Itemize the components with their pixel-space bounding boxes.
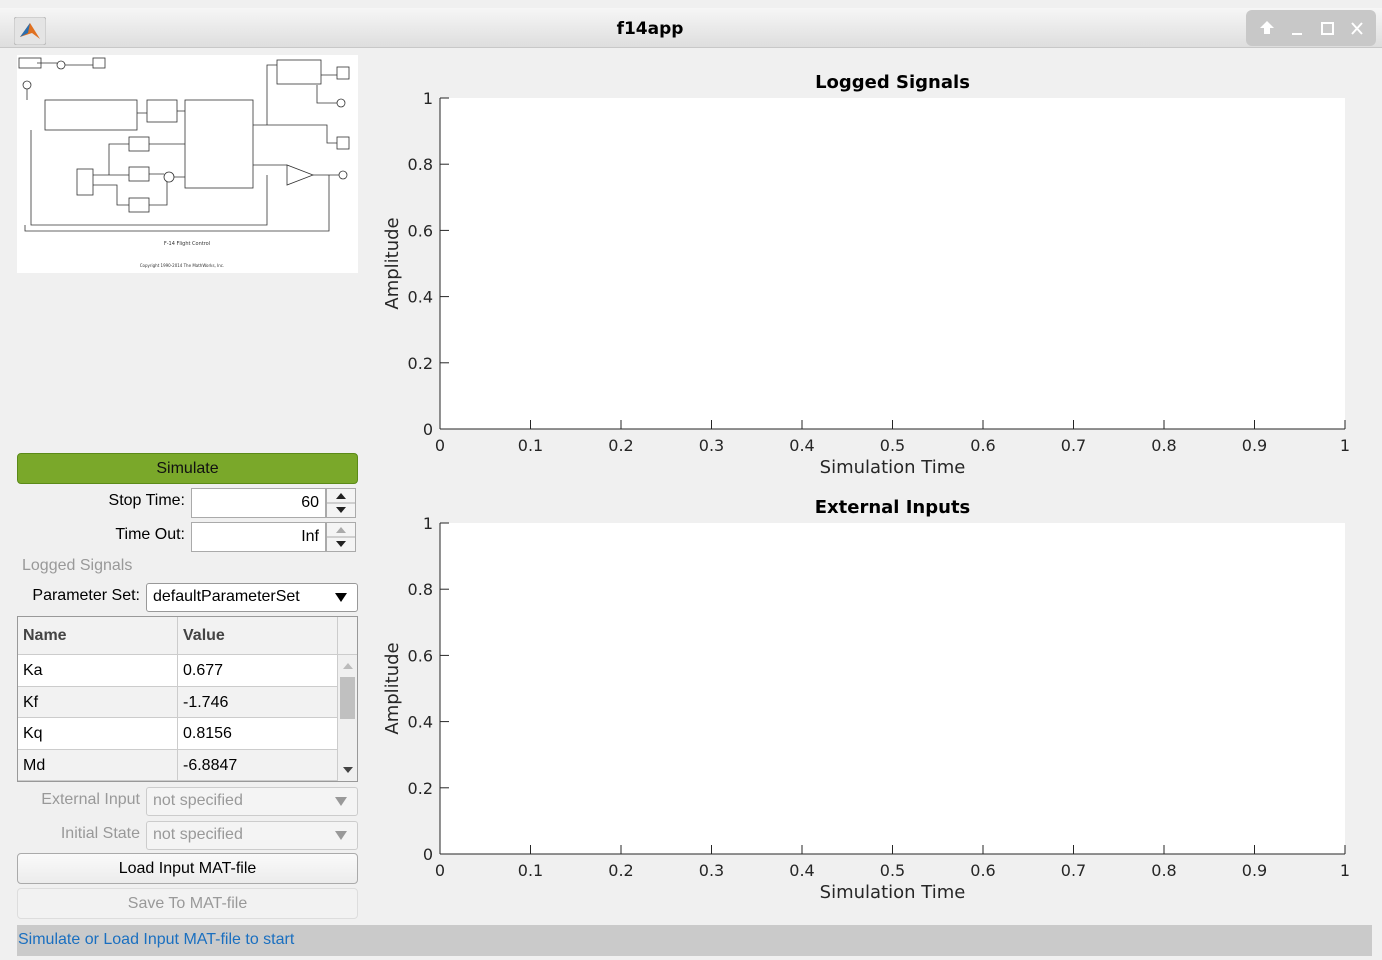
x-tick-label: 0.6 [970,861,995,880]
x-tick-label: 0.5 [880,436,905,455]
x-tick-label: 0.7 [1061,436,1086,455]
parameter-table: Name Value Ka 0.677 Kf -1.746 Kq 0.8156 Md -6.8… [17,616,358,782]
axes-area [440,523,1345,854]
y-tick-label: 0.2 [408,779,433,798]
x-tick-label: 0.2 [608,861,633,880]
table-cell[interactable]: Kq [18,718,178,750]
y-tick-label: 1 [423,89,433,108]
window-buttons[interactable] [1246,10,1376,46]
x-tick-label: 0.7 [1061,861,1086,880]
table-cell[interactable]: -6.8847 [178,749,338,781]
x-tick-label: 0.9 [1242,436,1267,455]
plots: Logged Signals 0 0.1 0.2 0.3 0.4 0.5 0.6 0.7 0.8 0… [382,72,1350,903]
y-tick-label: 0.4 [408,288,433,307]
x-tick-label: 1 [1340,861,1350,880]
title-bar [0,8,1382,48]
initial-state-dropdown: not specified [146,821,358,850]
stop-time-spinner[interactable] [326,488,356,518]
table-cell[interactable]: Ka [18,655,178,687]
parameter-set-dropdown[interactable]: defaultParameterSet [146,583,358,612]
x-tick-label: 0.1 [518,861,543,880]
window-title: f14app [616,19,684,39]
table-cell[interactable]: -1.746 [178,686,338,718]
x-axis-label: Simulation Time [820,457,966,478]
y-tick-label: 0.4 [408,713,433,732]
stop-time-field[interactable]: 60 [191,488,326,518]
x-tick-label: 0.5 [880,861,905,880]
x-tick-label: 0.1 [518,436,543,455]
table-cell[interactable]: Md [18,749,178,781]
logged-signals-label: Logged Signals [22,557,133,574]
x-tick-label: 0 [435,861,445,880]
x-tick-label: 0.3 [699,861,724,880]
app-icon [14,17,46,45]
y-tick-label: 0.8 [408,155,433,174]
stop-time-label: Stop Time: [108,492,185,509]
external-input-label: External Input [41,791,140,808]
time-out-spinner[interactable] [326,522,356,552]
y-axis-label: Amplitude [382,642,403,734]
simulate-button[interactable]: Simulate [17,453,358,484]
x-tick-label: 0.4 [789,861,814,880]
table-cell[interactable]: 0.8156 [178,718,338,750]
load-input-button[interactable]: Load Input MAT-file [17,853,358,884]
y-tick-label: 0 [423,845,433,864]
x-tick-label: 0.2 [608,436,633,455]
y-axis-label: Amplitude [382,217,403,309]
column-header[interactable]: Name [18,617,178,655]
y-tick-label: 1 [423,514,433,533]
plot-title: Logged Signals [815,72,970,93]
scrollbar[interactable] [338,655,358,781]
dropdown-arrow [335,797,347,806]
y-tick-label: 0 [423,420,433,439]
dropdown-arrow [335,831,347,840]
x-tick-label: 0.9 [1242,861,1267,880]
x-tick-label: 0.8 [1151,861,1176,880]
axes-area [440,98,1345,429]
diagram-caption: F-14 Flight Control [164,241,210,247]
x-tick-label: 1 [1340,436,1350,455]
y-tick-label: 0.6 [408,646,433,665]
table-cell[interactable]: Kf [18,686,178,718]
header-corner [338,617,357,655]
plot-title: External Inputs [815,497,971,518]
time-out-field[interactable]: Inf [191,522,326,552]
column-header[interactable]: Value [178,617,338,655]
x-tick-label: 0 [435,436,445,455]
status-bar: Simulate or Load Input MAT-file to start [17,925,1372,956]
x-axis-label: Simulation Time [820,882,966,903]
save-button: Save To MAT-file [17,888,358,919]
time-out-label: Time Out: [115,526,185,543]
x-tick-label: 0.3 [699,436,724,455]
y-tick-label: 0.6 [408,221,433,240]
x-tick-label: 0.6 [970,436,995,455]
x-tick-label: 0.4 [789,436,814,455]
y-tick-label: 0.8 [408,580,433,599]
initial-state-label: Initial State [60,825,140,842]
model-diagram: F-14 Flight Control Copyright 1990-2014 … [17,55,358,273]
parameter-set-label: Parameter Set: [32,587,140,604]
table-cell[interactable]: 0.677 [178,655,338,687]
dropdown-arrow [335,593,347,602]
external-input-dropdown: not specified [146,787,358,816]
x-tick-label: 0.8 [1151,436,1176,455]
diagram-copyright: Copyright 1990-2014 The MathWorks, Inc. [140,263,225,268]
y-tick-label: 0.2 [408,354,433,373]
